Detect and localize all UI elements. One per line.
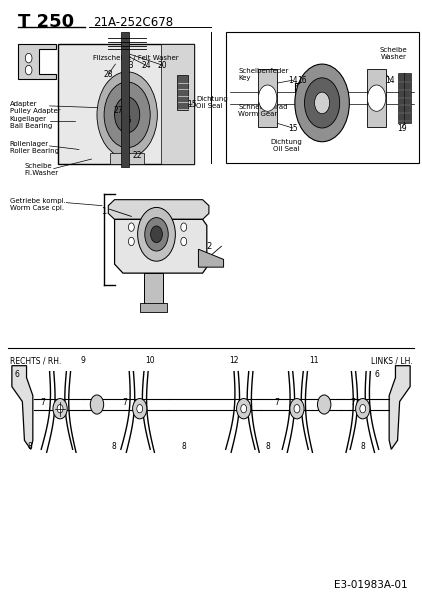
Text: 19: 19 — [397, 76, 406, 85]
Text: 18: 18 — [313, 109, 323, 118]
Text: Scheibe
Fl.Washer: Scheibe Fl.Washer — [24, 163, 59, 176]
Text: Getriebe kompl.
Worm Case cpl.: Getriebe kompl. Worm Case cpl. — [10, 198, 66, 211]
Circle shape — [128, 223, 134, 232]
Text: Filzscheibe / Felt Washer: Filzscheibe / Felt Washer — [93, 55, 179, 61]
Text: 22: 22 — [133, 151, 142, 160]
Circle shape — [258, 85, 277, 111]
Text: 8: 8 — [27, 442, 32, 451]
Text: 14: 14 — [386, 76, 395, 85]
Circle shape — [181, 223, 187, 232]
Text: Scheibe
Washer: Scheibe Washer — [379, 47, 407, 61]
Bar — [258, 70, 277, 127]
Text: 15: 15 — [288, 124, 298, 133]
Text: Kugellager
Ball Bearing: Kugellager Ball Bearing — [10, 116, 52, 129]
Text: 8: 8 — [360, 442, 365, 451]
Circle shape — [137, 404, 143, 413]
Polygon shape — [12, 365, 33, 449]
Circle shape — [181, 237, 187, 245]
Bar — [226, 32, 419, 163]
Circle shape — [57, 404, 63, 413]
Text: 20: 20 — [158, 61, 168, 70]
Text: 6: 6 — [15, 370, 20, 379]
Text: 14: 14 — [288, 76, 298, 85]
Circle shape — [356, 398, 370, 419]
Bar — [144, 273, 163, 306]
Circle shape — [115, 97, 140, 133]
Circle shape — [295, 64, 349, 142]
Circle shape — [368, 85, 386, 111]
Polygon shape — [389, 365, 410, 449]
Circle shape — [151, 226, 162, 242]
Text: 9: 9 — [81, 356, 86, 365]
Bar — [111, 153, 144, 164]
Circle shape — [305, 78, 340, 128]
Text: T 250: T 250 — [18, 13, 74, 31]
Text: 8: 8 — [181, 442, 186, 451]
Text: 21A-252C678: 21A-252C678 — [94, 16, 174, 29]
Circle shape — [241, 404, 246, 413]
Text: 11: 11 — [309, 356, 319, 365]
Text: Schneckenrad
Worm Gear: Schneckenrad Worm Gear — [238, 104, 288, 116]
Text: Adapter
Pulley Adapter: Adapter Pulley Adapter — [10, 101, 60, 114]
Text: 15: 15 — [187, 100, 197, 109]
Bar — [58, 44, 194, 164]
Circle shape — [97, 72, 157, 158]
Circle shape — [237, 398, 251, 419]
Circle shape — [53, 398, 67, 419]
Polygon shape — [108, 200, 209, 220]
Text: 28: 28 — [103, 70, 113, 79]
Circle shape — [90, 395, 104, 414]
Text: LINKS / LH.: LINKS / LH. — [371, 356, 412, 365]
Text: 27: 27 — [114, 106, 124, 115]
Text: 23: 23 — [124, 61, 134, 70]
Text: 24: 24 — [141, 61, 151, 70]
Text: Rollenlager
Roller Bearing: Rollenlager Roller Bearing — [10, 141, 59, 154]
Text: 19: 19 — [397, 124, 406, 133]
Circle shape — [145, 218, 168, 251]
Bar — [121, 32, 129, 167]
Circle shape — [290, 398, 304, 419]
Circle shape — [128, 237, 134, 245]
Text: 8: 8 — [265, 442, 270, 451]
Text: Scheibenfeder
Key: Scheibenfeder Key — [238, 68, 289, 81]
Bar — [368, 70, 386, 127]
Bar — [398, 73, 405, 123]
Circle shape — [294, 404, 300, 413]
Bar — [161, 44, 194, 164]
Polygon shape — [115, 220, 207, 273]
Circle shape — [133, 398, 147, 419]
Text: 7: 7 — [350, 398, 355, 407]
Text: 25: 25 — [122, 116, 132, 125]
Polygon shape — [18, 44, 56, 79]
Circle shape — [314, 92, 330, 113]
Circle shape — [25, 65, 32, 75]
Circle shape — [25, 53, 32, 63]
Circle shape — [317, 395, 331, 414]
Text: 7: 7 — [275, 398, 280, 407]
Text: 8: 8 — [111, 442, 116, 451]
Text: 12: 12 — [229, 356, 239, 365]
Bar — [178, 76, 188, 110]
Text: 16: 16 — [298, 76, 307, 85]
Text: 26: 26 — [120, 151, 130, 160]
Text: E3-01983A-01: E3-01983A-01 — [334, 580, 408, 590]
Text: 10: 10 — [146, 356, 155, 365]
Text: 7: 7 — [40, 398, 45, 407]
Text: 7: 7 — [123, 398, 127, 407]
Bar — [404, 73, 411, 123]
Polygon shape — [198, 249, 224, 267]
Circle shape — [104, 82, 150, 148]
Text: 1: 1 — [101, 207, 107, 216]
Circle shape — [360, 404, 366, 413]
Text: Dichtung
Oil Seal: Dichtung Oil Seal — [196, 97, 228, 109]
Text: 2: 2 — [206, 242, 211, 251]
Bar — [140, 303, 167, 312]
Text: RECHTS / RH.: RECHTS / RH. — [10, 356, 61, 365]
Text: Dichtung
Oil Seal: Dichtung Oil Seal — [271, 139, 302, 152]
Circle shape — [138, 208, 176, 261]
Text: 6: 6 — [374, 370, 379, 379]
